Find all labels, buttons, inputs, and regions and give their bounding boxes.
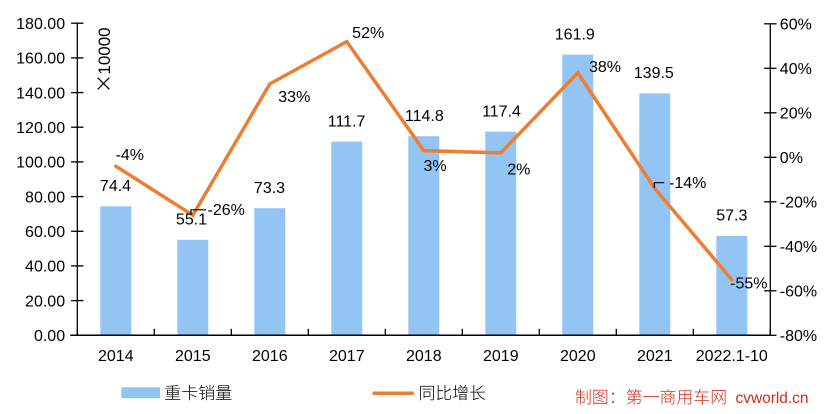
svg-text:2020: 2020 <box>560 348 596 365</box>
svg-text:38%: 38% <box>589 59 621 76</box>
svg-text:40.00: 40.00 <box>25 259 65 276</box>
svg-text:73.3: 73.3 <box>254 180 285 197</box>
svg-text:-55%: -55% <box>730 275 767 292</box>
svg-text:74.4: 74.4 <box>100 178 131 195</box>
svg-text:100.00: 100.00 <box>16 155 65 172</box>
svg-text:0.00: 0.00 <box>34 328 65 345</box>
svg-text:161.9: 161.9 <box>555 26 595 43</box>
svg-text:180.00: 180.00 <box>16 16 65 33</box>
svg-text:10000: 10000 <box>95 27 114 74</box>
svg-text:-14%: -14% <box>669 175 706 192</box>
svg-text:2018: 2018 <box>406 348 442 365</box>
svg-text:140.00: 140.00 <box>16 85 65 102</box>
svg-text:2%: 2% <box>507 161 530 178</box>
svg-text:55.1: 55.1 <box>176 212 207 229</box>
svg-text:117.4: 117.4 <box>482 103 521 120</box>
svg-text:52%: 52% <box>352 25 384 42</box>
svg-text:-20%: -20% <box>780 195 817 212</box>
svg-text:cvworld.cn: cvworld.cn <box>736 390 809 407</box>
svg-text:-60%: -60% <box>780 284 817 301</box>
svg-text:-40%: -40% <box>780 239 817 256</box>
svg-text:3%: 3% <box>423 158 446 175</box>
svg-text:2022.1-10: 2022.1-10 <box>696 348 768 365</box>
svg-text:-26%: -26% <box>208 202 245 219</box>
svg-text:0%: 0% <box>780 150 803 167</box>
svg-text:111.7: 111.7 <box>328 113 366 130</box>
svg-text:2019: 2019 <box>483 348 519 365</box>
svg-text:2015: 2015 <box>175 348 211 365</box>
svg-text:-80%: -80% <box>780 328 817 345</box>
svg-text:2014: 2014 <box>98 348 134 365</box>
svg-text:60.00: 60.00 <box>25 224 65 241</box>
svg-text:20%: 20% <box>780 106 812 123</box>
svg-text:-4%: -4% <box>116 147 144 164</box>
svg-text:2017: 2017 <box>329 348 365 365</box>
svg-text:33%: 33% <box>278 89 310 106</box>
svg-text:40%: 40% <box>780 61 812 78</box>
svg-text:2021: 2021 <box>637 348 673 365</box>
svg-text:2016: 2016 <box>252 348 288 365</box>
svg-text:20.00: 20.00 <box>25 293 65 310</box>
svg-text:80.00: 80.00 <box>25 189 65 206</box>
svg-text:139.5: 139.5 <box>634 65 674 82</box>
svg-text:114.8: 114.8 <box>405 108 444 125</box>
svg-text:57.3: 57.3 <box>716 208 747 225</box>
svg-text:60%: 60% <box>780 17 812 34</box>
svg-text:160.00: 160.00 <box>16 51 65 68</box>
svg-text:120.00: 120.00 <box>16 120 65 137</box>
